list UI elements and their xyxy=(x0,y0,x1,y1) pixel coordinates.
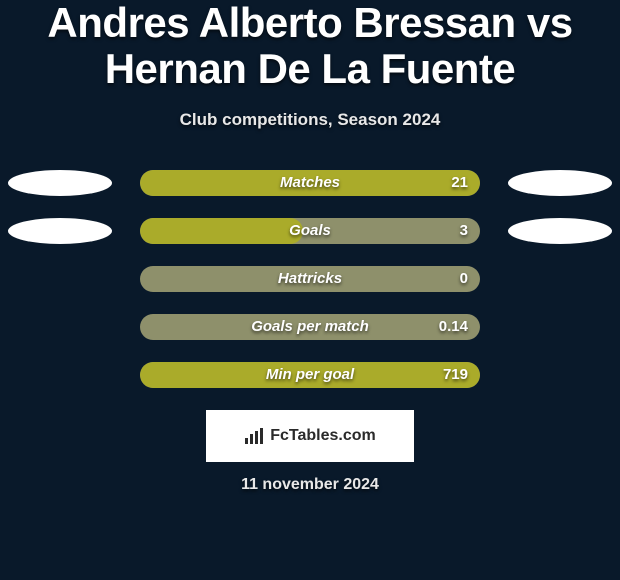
stat-label: Hattricks xyxy=(140,266,480,292)
player-right-marker xyxy=(508,170,612,196)
stat-value: 3 xyxy=(460,218,468,244)
stat-value: 719 xyxy=(443,362,468,388)
source-badge: FcTables.com xyxy=(206,410,414,462)
stat-row: Hattricks0 xyxy=(8,266,612,292)
stat-bar: Goals per match0.14 xyxy=(140,314,480,340)
stat-bar: Hattricks0 xyxy=(140,266,480,292)
stat-bar: Matches21 xyxy=(140,170,480,196)
date-label: 11 november 2024 xyxy=(0,476,620,494)
player-left-marker xyxy=(8,170,112,196)
subtitle: Club competitions, Season 2024 xyxy=(0,110,620,130)
stat-value: 0 xyxy=(460,266,468,292)
comparison-infographic: Andres Alberto Bressan vs Hernan De La F… xyxy=(0,0,620,580)
stat-bar: Goals3 xyxy=(140,218,480,244)
player-left-marker xyxy=(8,218,112,244)
stat-value: 21 xyxy=(451,170,468,196)
stat-label: Goals per match xyxy=(140,314,480,340)
stat-bar: Min per goal719 xyxy=(140,362,480,388)
stat-row: Min per goal719 xyxy=(8,362,612,388)
stat-label: Min per goal xyxy=(140,362,480,388)
stat-row: Matches21 xyxy=(8,170,612,196)
stat-row: Goals per match0.14 xyxy=(8,314,612,340)
stat-label: Goals xyxy=(140,218,480,244)
stat-row: Goals3 xyxy=(8,218,612,244)
stat-value: 0.14 xyxy=(439,314,468,340)
stat-label: Matches xyxy=(140,170,480,196)
stats-list: Matches21 Goals3 Hattricks0 Goals per match… xyxy=(0,170,620,388)
player-right-marker xyxy=(508,218,612,244)
page-title: Andres Alberto Bressan vs Hernan De La F… xyxy=(0,0,620,92)
barchart-icon xyxy=(244,428,264,444)
source-text: FcTables.com xyxy=(270,427,376,445)
